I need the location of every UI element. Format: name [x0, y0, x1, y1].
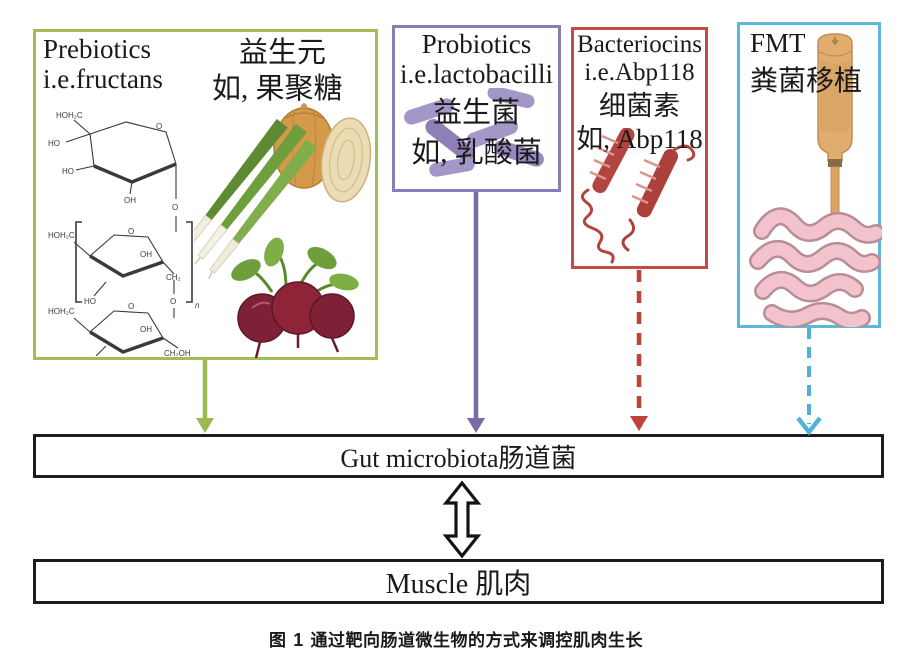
- lactobacilli-rods-icon: [404, 88, 544, 177]
- prebiotics-title-zh: 益生元: [239, 37, 327, 69]
- svg-text:CH₂: CH₂: [166, 273, 181, 282]
- bacteriocins-box: Bacteriocins i.e.Abp118 细菌素 如, Abp118: [571, 27, 708, 269]
- bacteriocins-example-zh: 如, Abp118: [576, 124, 703, 154]
- gut-microbiota-bar: Gut microbiota肠道菌: [33, 434, 884, 478]
- caption-text: 通过靶向肠道微生物的方式来调控肌肉生长: [310, 631, 643, 650]
- fmt-arrow: [796, 328, 822, 436]
- figure-caption: 图 1 通过靶向肠道微生物的方式来调控肌肉生长: [0, 626, 912, 651]
- fmt-title-en: FMT: [750, 28, 806, 58]
- bacteriocins-arrow: [630, 270, 648, 431]
- beet-icon: [231, 237, 359, 359]
- svg-text:CH₂OH: CH₂OH: [164, 349, 191, 356]
- enema-bottle-icon: [817, 33, 853, 220]
- fmt-title-zh: 粪菌移植: [750, 66, 863, 97]
- vegetables-illustration: [194, 103, 372, 359]
- svg-text:O: O: [128, 227, 134, 236]
- svg-text:n: n: [195, 301, 200, 310]
- svg-text:OH: OH: [140, 325, 152, 334]
- svg-text:HO: HO: [86, 355, 98, 356]
- svg-text:OH: OH: [124, 196, 136, 205]
- caption-prefix: 图: [268, 631, 287, 650]
- leek-icon: [194, 118, 318, 280]
- gut-microbiota-label: Gut microbiota肠道菌: [340, 443, 577, 473]
- prebiotics-arrow: [196, 360, 214, 433]
- svg-text:HO: HO: [62, 167, 74, 176]
- bacteriocins-example-en: i.e.Abp118: [584, 59, 695, 86]
- svg-text:O: O: [156, 122, 162, 131]
- prebiotics-example-zh: 如, 果聚糖: [212, 73, 343, 105]
- probiotics-title-zh: 益生菌: [432, 97, 520, 129]
- fructan-chemical-structure-illustration: HOH₂C HO HO OH O O HOH₂C O OH HO CH₂ O H…: [48, 111, 200, 356]
- svg-text:HOH₂C: HOH₂C: [48, 231, 75, 240]
- svg-text:O: O: [128, 302, 134, 311]
- svg-text:O: O: [172, 203, 178, 212]
- probiotics-example-en: i.e.lactobacilli: [400, 59, 553, 89]
- bacteriocins-title-en: Bacteriocins: [577, 31, 702, 58]
- gut-muscle-bidirectional-arrow: [442, 480, 482, 559]
- bacteriocins-title-zh: 细菌素: [599, 91, 680, 121]
- muscle-bar: Muscle 肌肉: [33, 559, 884, 604]
- prebiotics-title-en: Prebiotics: [43, 34, 151, 64]
- prebiotics-box: HOH₂C HO HO OH O O HOH₂C O OH HO CH₂ O H…: [33, 29, 378, 360]
- probiotics-example-zh: 如, 乳酸菌: [411, 137, 542, 169]
- caption-number: 1: [293, 630, 304, 650]
- fmt-box: FMT 粪菌移植: [737, 22, 882, 328]
- svg-text:OH: OH: [140, 250, 152, 259]
- prebiotics-example-en: i.e.fructans: [43, 64, 163, 94]
- probiotics-title-en: Probiotics: [421, 29, 532, 59]
- peptide-helices-icon: [581, 128, 696, 264]
- svg-text:O: O: [170, 297, 176, 306]
- svg-text:HO: HO: [84, 297, 96, 306]
- svg-text:HO: HO: [48, 139, 60, 148]
- intestine-icon: [749, 207, 882, 327]
- probiotics-box: Probiotics i.e.lactobacilli 益生菌 如, 乳酸菌: [392, 25, 561, 192]
- probiotics-arrow: [467, 192, 485, 433]
- onion-icon: [273, 103, 372, 203]
- svg-text:HOH₂C: HOH₂C: [48, 307, 75, 316]
- muscle-label: Muscle 肌肉: [385, 568, 532, 600]
- svg-text:HOH₂C: HOH₂C: [56, 111, 83, 120]
